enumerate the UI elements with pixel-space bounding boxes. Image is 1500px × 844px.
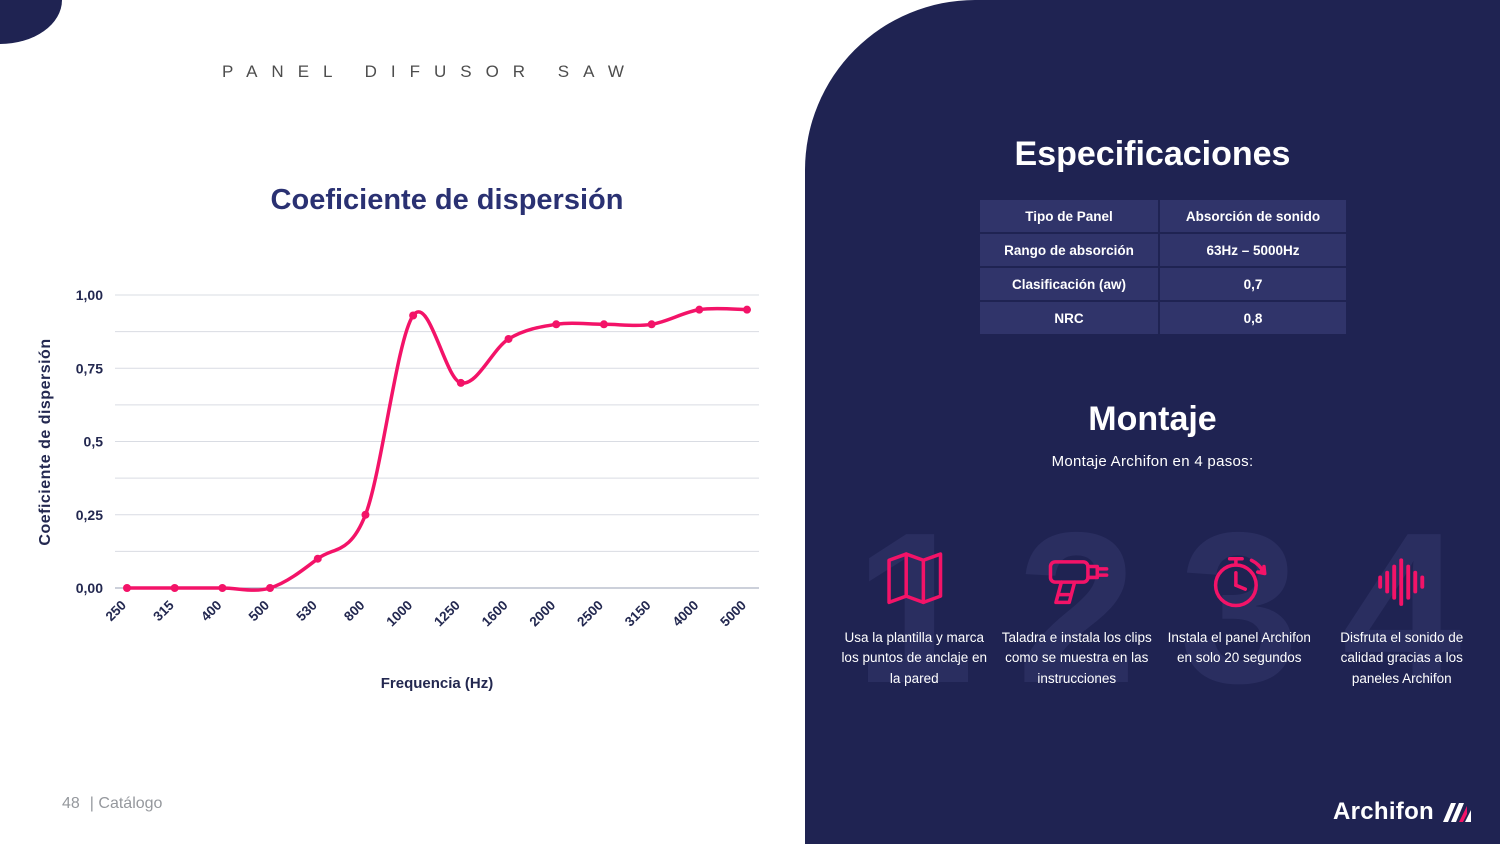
- specs-title: Especificaciones: [1014, 135, 1291, 173]
- x-tick-label: 1250: [431, 598, 463, 630]
- montaje-step: 3 Instala el panel Archifon en solo 20 se…: [1158, 500, 1321, 715]
- data-point: [647, 320, 656, 329]
- corner-accent: [0, 0, 62, 44]
- spec-value: 63Hz – 5000Hz: [1160, 234, 1346, 266]
- specs-table: Tipo de Panel Absorción de sonido Rango de…: [980, 200, 1346, 334]
- spec-row: NRC 0,8: [980, 302, 1346, 334]
- montaje-steps: 1 Usa la plantilla y marca los puntos de …: [833, 500, 1484, 715]
- page-number: 48: [62, 795, 80, 812]
- x-tick-label: 400: [198, 598, 225, 625]
- data-point: [266, 584, 275, 592]
- spec-value: 0,8: [1160, 302, 1346, 334]
- data-point: [361, 510, 370, 519]
- spec-value: Absorción de sonido: [1160, 200, 1346, 232]
- data-point: [170, 584, 179, 592]
- x-tick-label: 800: [341, 598, 368, 625]
- x-tick-label: 250: [103, 598, 130, 625]
- dispersion-chart-svg: 0,00 0,25 0,5 0,75 1,00 250 315 400 500 530 800 100…: [76, 287, 759, 692]
- map-template-icon: [875, 540, 953, 618]
- spec-row: Clasificación (aw) 0,7: [980, 268, 1346, 300]
- page-footer: 48 | Catálogo: [62, 795, 162, 813]
- timer-icon: [1200, 540, 1278, 618]
- catalog-label: | Catálogo: [89, 795, 163, 812]
- spec-row: Rango de absorción 63Hz – 5000Hz: [980, 234, 1346, 266]
- step-text: Disfruta el sonido de calidad gracias a …: [1340, 630, 1464, 686]
- archifon-logo-icon: [1443, 803, 1471, 822]
- x-tick-label: 500: [246, 598, 273, 625]
- y-tick-label: 0,00: [76, 580, 103, 596]
- specs-panel: Especificaciones Tipo de Panel Absorción …: [805, 0, 1500, 844]
- y-tick-label: 0,5: [84, 434, 104, 450]
- sound-wave-icon: [1363, 540, 1441, 618]
- dispersion-chart: Coeficiente de dispersión Coeficiente de…: [37, 170, 782, 710]
- spec-label: Clasificación (aw): [980, 268, 1158, 300]
- drill-icon: [1038, 540, 1116, 618]
- x-tick-label: 2000: [526, 598, 558, 630]
- data-point: [313, 554, 322, 563]
- dispersion-line: [125, 306, 749, 592]
- x-tick-label: 2500: [574, 598, 606, 630]
- x-tick-label: 3150: [622, 598, 654, 630]
- x-tick-label: 5000: [717, 598, 749, 630]
- x-tick-label: 1000: [383, 598, 415, 630]
- data-point: [599, 320, 608, 329]
- data-point: [123, 584, 131, 592]
- data-point: [695, 305, 704, 314]
- step-text: Taladra e instala los clips como se mues…: [1001, 630, 1152, 686]
- data-point: [504, 334, 513, 343]
- montaje-step: 4 Disfruta el sonido de calidad gracias a…: [1321, 500, 1484, 715]
- chart-title: Coeficiente de dispersión: [270, 184, 624, 216]
- spec-value: 0,7: [1160, 268, 1346, 300]
- data-point: [218, 584, 227, 592]
- step-text: Instala el panel Archifon en solo 20 seg…: [1167, 630, 1311, 666]
- montaje-step: 2 Taladra e instala los clips como se mue…: [996, 500, 1159, 715]
- data-point: [552, 320, 561, 329]
- y-tick-label: 0,75: [76, 360, 103, 376]
- montaje-title: Montaje: [1088, 400, 1217, 438]
- x-tick-label: 530: [293, 598, 320, 625]
- montaje-subtitle: Montaje Archifon en 4 pasos:: [1051, 453, 1254, 470]
- spec-label: NRC: [980, 302, 1158, 334]
- data-point: [409, 311, 418, 320]
- data-point: [456, 378, 465, 387]
- montaje-step: 1 Usa la plantilla y marca los puntos de …: [833, 500, 996, 715]
- page-kicker: PANEL DIFUSOR SAW: [222, 62, 638, 81]
- x-tick-label: 4000: [670, 598, 702, 630]
- step-text: Usa la plantilla y marca los puntos de a…: [841, 630, 988, 686]
- y-tick-label: 1,00: [76, 287, 103, 303]
- spec-label: Tipo de Panel: [980, 200, 1158, 232]
- data-point: [743, 305, 751, 314]
- spec-label: Rango de absorción: [980, 234, 1158, 266]
- y-tick-label: 0,25: [76, 507, 103, 523]
- chart-x-axis-title: Frequencia (Hz): [381, 675, 494, 692]
- x-tick-label: 1600: [479, 598, 511, 630]
- spec-row: Tipo de Panel Absorción de sonido: [980, 200, 1346, 232]
- x-tick-label: 315: [150, 597, 177, 624]
- brand-logo: Archifon: [1333, 798, 1472, 826]
- brand-logo-text: Archifon: [1332, 798, 1434, 825]
